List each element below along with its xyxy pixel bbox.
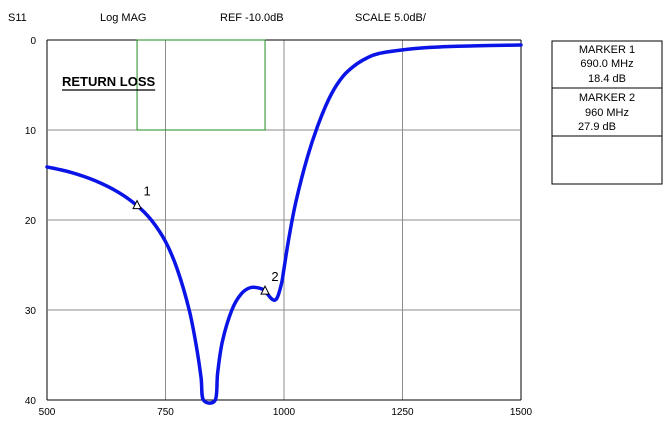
tick-labels: 500 750 1000 1250 1500 0 10 20 30 40 — [25, 36, 533, 418]
marker-box-frame — [551, 40, 663, 185]
marker1-value: 18.4 dB — [588, 73, 626, 85]
x-tick-label-1000: 1000 — [273, 407, 296, 418]
y-tick-label-0: 0 — [30, 36, 36, 47]
marker-2-label: 2 — [271, 269, 278, 284]
marker-1-label: 1 — [143, 184, 150, 199]
marker-2-triangle — [260, 284, 270, 295]
marker-readout-box: MARKER 1 690.0 MHz 18.4 dB MARKER 2 960 … — [551, 40, 663, 185]
header-ref: REF -10.0dB — [220, 12, 284, 24]
grid — [46, 39, 522, 401]
marker-1-triangle — [132, 199, 142, 210]
header-param: S11 — [8, 12, 27, 24]
x-tick-label-500: 500 — [39, 407, 56, 418]
marker2-freq: 960 MHz — [585, 107, 629, 119]
marker1-freq: 690.0 MHz — [580, 58, 633, 70]
header-format: Log MAG — [100, 12, 146, 24]
marker2-value: 27.9 dB — [578, 121, 616, 133]
y-tick-label-20: 20 — [25, 216, 37, 227]
markers: 12 — [132, 184, 279, 295]
spec-band — [136, 39, 266, 131]
y-tick-label-30: 30 — [25, 306, 37, 317]
x-tick-label-1500: 1500 — [510, 407, 533, 418]
marker2-title: MARKER 2 — [579, 92, 635, 104]
y-tick-label-40: 40 — [25, 396, 37, 407]
x-tick-label-750: 750 — [157, 407, 174, 418]
marker1-title: MARKER 1 — [579, 44, 635, 56]
header-scale: SCALE 5.0dB/ — [355, 12, 427, 24]
x-tick-label-1250: 1250 — [391, 407, 414, 418]
chart-title: RETURN LOSS — [62, 74, 156, 89]
y-tick-label-10: 10 — [25, 126, 37, 137]
